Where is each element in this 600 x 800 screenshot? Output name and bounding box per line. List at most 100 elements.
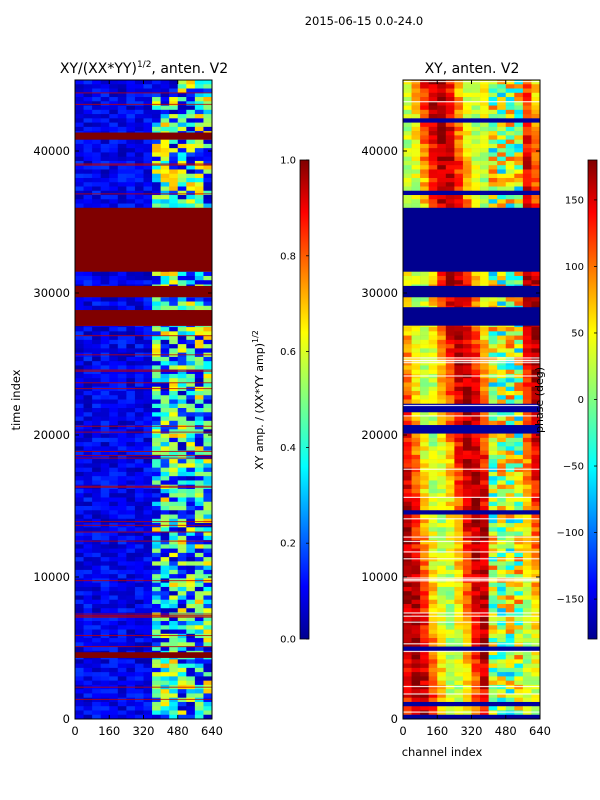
amplitude-cell: [126, 488, 136, 494]
phase-cell: [445, 514, 455, 520]
phase-cell: [428, 629, 438, 635]
phase-cell: [437, 339, 447, 345]
phase-cell: [462, 535, 472, 541]
amplitude-flag-stripe: [75, 485, 212, 487]
amplitude-cell: [109, 672, 119, 677]
phase-cell: [505, 667, 515, 673]
phase-cell: [522, 412, 532, 417]
amplitude-cell: [92, 454, 101, 460]
amplitude-cell: [194, 378, 204, 383]
amplitude-cell: [83, 408, 93, 413]
phase-cell: [471, 552, 481, 558]
amplitude-cell: [126, 399, 136, 405]
amplitude-cell: [134, 114, 144, 119]
amplitude-cell: [92, 356, 101, 362]
amplitude-cell: [152, 169, 161, 175]
amplitude-cell: [169, 97, 179, 102]
phase-cell: [454, 527, 464, 532]
amplitude-cell: [134, 420, 144, 426]
amplitude-cell: [126, 442, 136, 447]
amplitude-cell: [134, 471, 144, 477]
phase-cell: [497, 339, 507, 345]
phase-cell: [480, 518, 489, 524]
amplitude-cell: [92, 152, 101, 157]
phase-cell: [497, 514, 507, 520]
amplitude-cell: [186, 454, 196, 460]
amplitude-cell: [126, 501, 136, 507]
amplitude-cell: [160, 442, 170, 447]
phase-cell: [497, 582, 507, 588]
amplitude-cell: [83, 369, 93, 375]
phase-cell: [480, 275, 489, 281]
amplitude-cell: [160, 169, 170, 175]
amplitude-cell: [143, 616, 153, 622]
phase-cell: [514, 199, 524, 204]
amplitude-cell: [177, 616, 187, 622]
phase-cell: [488, 697, 498, 703]
amplitude-cell: [177, 92, 187, 98]
amplitude-cell: [194, 165, 204, 170]
phase-cell: [505, 518, 515, 524]
amplitude-cell: [134, 165, 144, 170]
amplitude-cell: [169, 114, 179, 119]
phase-cell: [488, 344, 498, 349]
phase-cell: [505, 633, 515, 639]
amplitude-cell: [177, 114, 187, 119]
amplitude-cell: [152, 701, 161, 707]
phase-cell: [462, 510, 472, 515]
amplitude-cell: [126, 420, 136, 426]
phase-cell: [531, 331, 540, 336]
phase-cell: [480, 412, 489, 417]
phase-cell: [488, 369, 498, 375]
phase-cell: [420, 420, 429, 426]
phase-cell: [514, 459, 524, 464]
amplitude-cell: [100, 548, 110, 554]
amplitude-cell: [160, 591, 170, 596]
phase-cell: [454, 471, 464, 477]
phase-cell: [428, 442, 438, 447]
phase-flag-stripe: [403, 101, 540, 103]
amplitude-cell: [143, 275, 153, 281]
amplitude-cell: [83, 139, 93, 145]
phase-cell: [454, 701, 464, 707]
phase-cell: [497, 531, 507, 537]
amplitude-cell: [143, 169, 153, 175]
amplitude-cell: [134, 689, 144, 694]
phase-cell: [445, 557, 455, 562]
phase-cell: [522, 463, 532, 468]
amplitude-cell: [177, 548, 187, 554]
amplitude-cell: [109, 109, 119, 115]
amplitude-cell: [143, 271, 153, 277]
amplitude-cell: [194, 646, 204, 652]
phase-cell: [420, 139, 429, 145]
phase-cell: [411, 608, 421, 613]
phase-cell: [454, 561, 464, 566]
amplitude-cell: [177, 203, 187, 209]
amplitude-cell: [92, 595, 101, 601]
amplitude-cell: [203, 126, 212, 132]
phase-cell: [445, 365, 455, 370]
amplitude-cell: [169, 527, 179, 532]
phase-cell: [488, 459, 498, 464]
phase-cell: [505, 693, 515, 698]
amplitude-cell: [177, 480, 187, 485]
phase-cell: [514, 271, 524, 277]
amplitude-cell: [143, 446, 153, 451]
phase-cell: [514, 301, 524, 307]
amplitude-cell: [177, 569, 187, 575]
phase-cell: [462, 105, 472, 111]
amplitude-cell: [143, 450, 153, 456]
amplitude-cell: [143, 378, 153, 383]
amplitude-cell: [194, 433, 204, 439]
phase-cell: [471, 586, 481, 592]
phase-cell: [428, 109, 438, 115]
phase-cell: [428, 612, 438, 618]
phase-cell: [531, 616, 540, 622]
phase-cell: [505, 390, 515, 396]
phase-cell: [488, 203, 498, 209]
phase-cell: [428, 105, 438, 111]
phase-cell: [514, 633, 524, 639]
phase-cell: [505, 523, 515, 528]
phase-cell: [505, 540, 515, 545]
amplitude-cell: [100, 527, 110, 532]
